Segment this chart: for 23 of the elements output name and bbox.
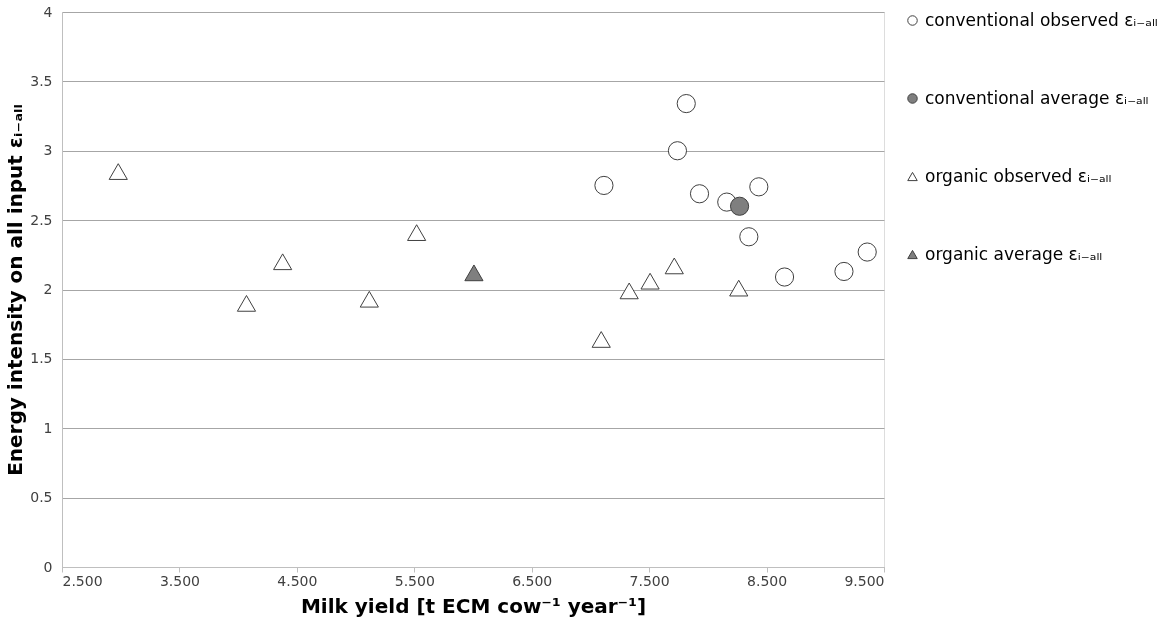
legend-label: organic observed εᵢ₋ₐₗₗ <box>925 165 1112 186</box>
x-tick-label: 9.500 <box>844 572 885 589</box>
x-tick-label: 3.500 <box>159 572 200 589</box>
y-tick-label: 2 <box>43 281 53 297</box>
y-axis-title: Energy intensity on all input εᵢ₋ₐₗₗ <box>3 104 28 476</box>
y-tick-label: 3.5 <box>30 72 53 89</box>
x-axis-title: Milk yield [t ECM cow⁻¹ year⁻¹] <box>300 593 647 618</box>
legend-label: conventional observed εᵢ₋ₐₗₗ <box>925 9 1158 30</box>
x-tick-label: 2.500 <box>62 572 103 589</box>
y-tick-label: 1.5 <box>30 350 53 367</box>
legend-label: organic average εᵢ₋ₐₗₗ <box>925 243 1103 264</box>
y-tick-label: 4 <box>43 3 53 20</box>
x-tick-label: 8.500 <box>747 572 788 589</box>
x-tick-label: 4.500 <box>277 572 318 589</box>
y-tick-label: 0 <box>43 558 53 575</box>
x-tick-label: 6.500 <box>512 572 553 589</box>
legend-label: conventional average εᵢ₋ₐₗₗ <box>925 87 1149 108</box>
y-tick-label: 3 <box>43 142 53 159</box>
x-tick-label: 7.500 <box>629 572 670 589</box>
y-tick-label: 0.5 <box>30 489 53 506</box>
y-tick-label: 2.5 <box>30 211 53 228</box>
x-tick-label: 5.500 <box>394 572 435 589</box>
y-tick-label: 1 <box>43 419 53 436</box>
